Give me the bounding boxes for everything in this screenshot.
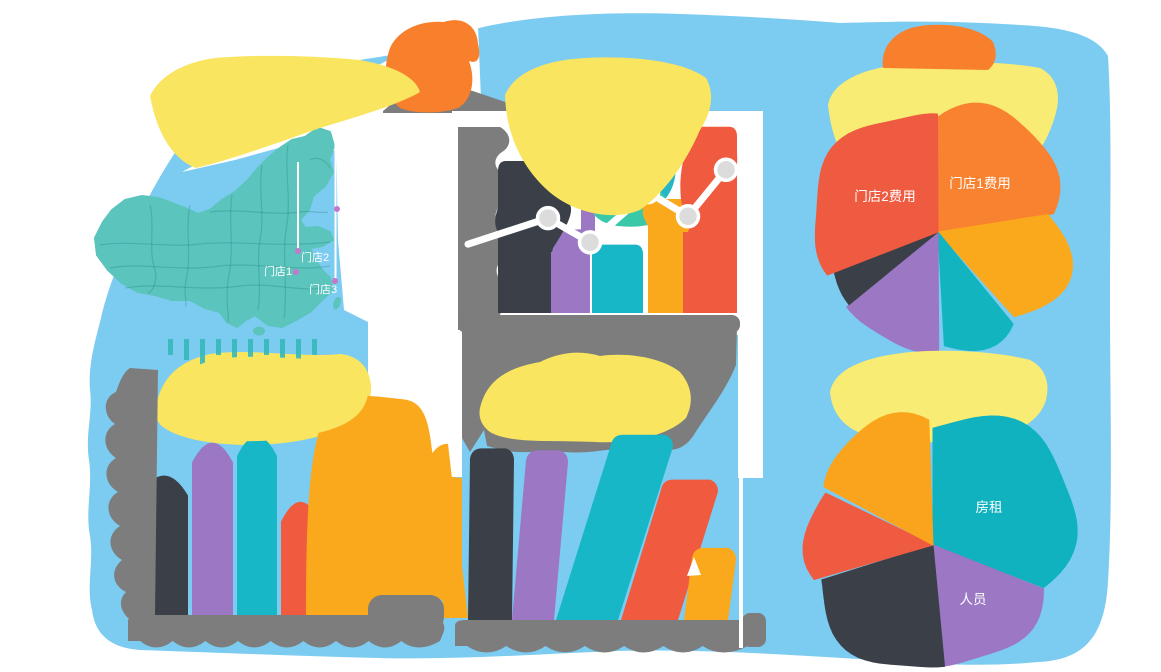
map-label-store2[interactable]: 门店2 bbox=[301, 250, 329, 264]
pie1-label-store1-cost: 门店1费用 bbox=[949, 176, 1011, 191]
slanted-bar-chart[interactable] bbox=[430, 352, 766, 653]
pie2-label-staff: 人员 bbox=[960, 592, 987, 607]
china-map-chart[interactable] bbox=[94, 127, 342, 336]
pie1-label-store2-cost: 门店2费用 bbox=[854, 189, 916, 204]
pie2-label-rent: 房租 bbox=[976, 500, 1003, 515]
expense-pie-bottom[interactable] bbox=[802, 350, 1078, 668]
bottom-left-bar-chart[interactable] bbox=[105, 356, 462, 648]
expense-pie-top[interactable] bbox=[814, 24, 1073, 353]
map-label-store3[interactable]: 门店3 bbox=[309, 282, 337, 296]
map-label-store1[interactable]: 门店1 bbox=[264, 264, 292, 278]
store-map-markers[interactable] bbox=[293, 141, 340, 284]
